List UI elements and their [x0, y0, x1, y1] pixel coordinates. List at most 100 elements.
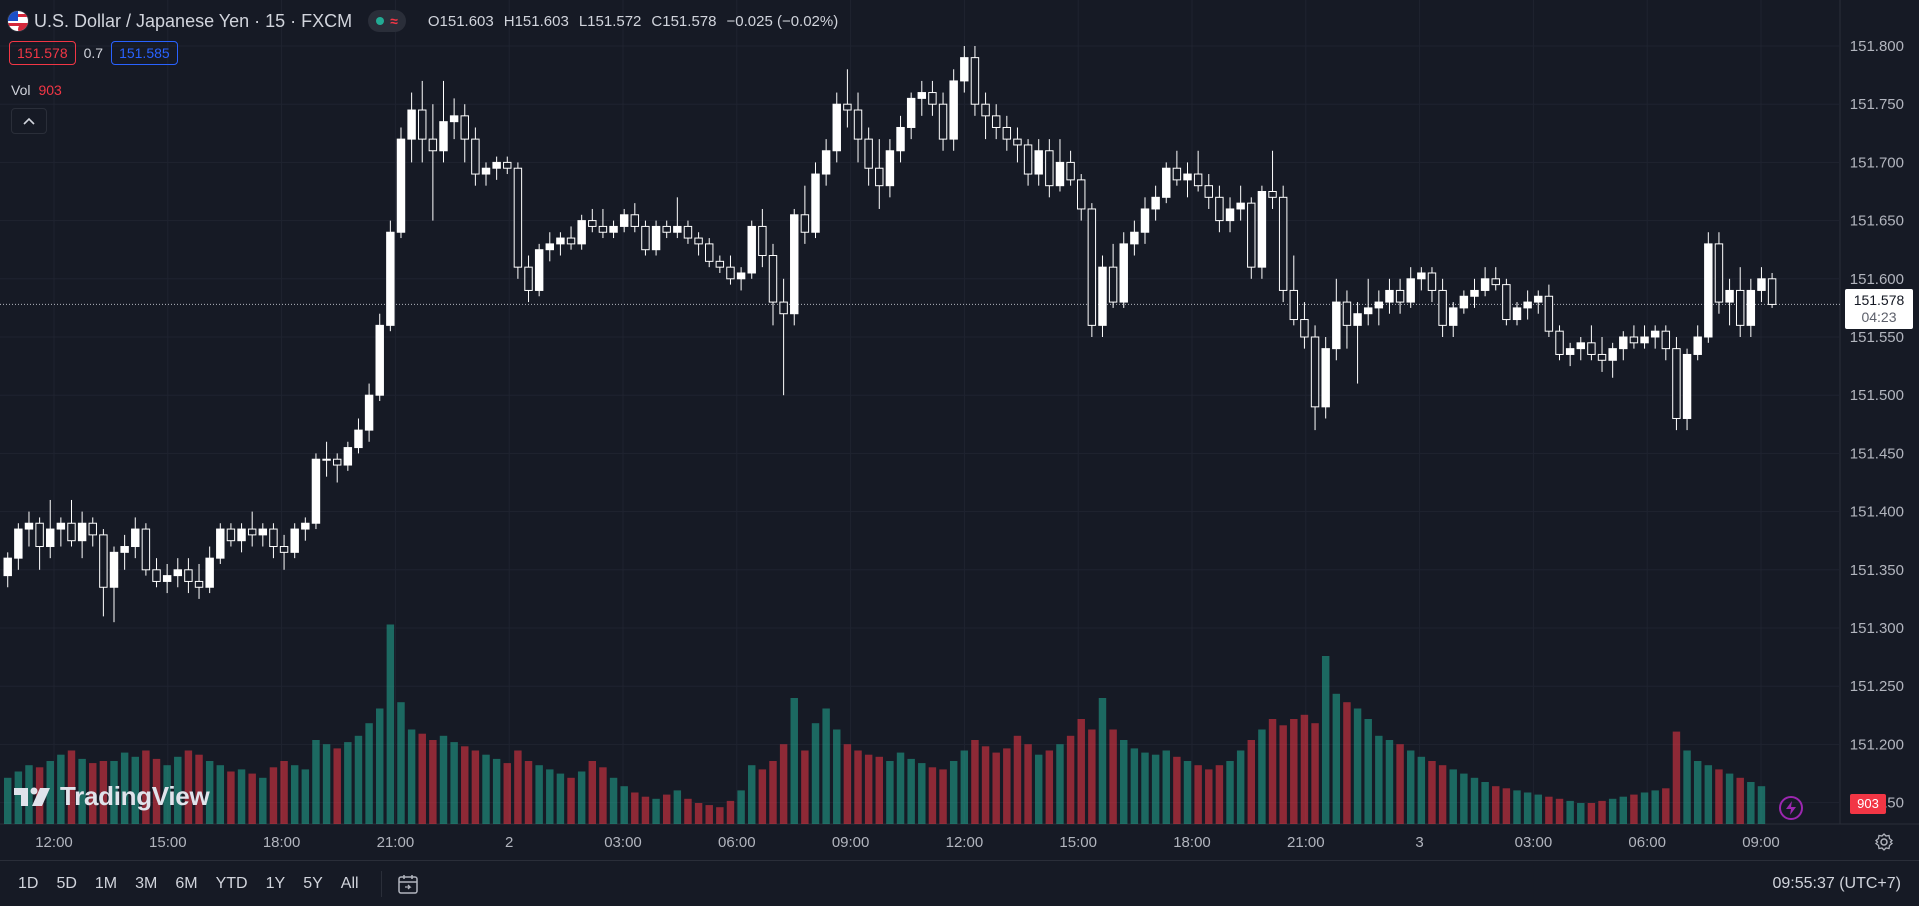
candle-body	[1672, 348, 1681, 419]
symbol-legend: U.S. Dollar / Japanese Yen · 15 · FXCM ≈…	[8, 8, 838, 34]
volume-bar	[1619, 796, 1628, 824]
volume-bar	[99, 761, 108, 824]
candle-body	[418, 109, 427, 140]
volume-bar	[1120, 740, 1128, 824]
range-ytd-button[interactable]: YTD	[215, 874, 248, 892]
y-tick-label: 151.300	[1850, 620, 1904, 637]
range-5y-button[interactable]: 5Y	[303, 874, 323, 892]
x-tick-label: 3	[1415, 834, 1423, 851]
volume-bar	[737, 790, 745, 824]
volume-bar	[354, 735, 363, 824]
range-1m-button[interactable]: 1M	[94, 874, 118, 892]
candlestick-chart[interactable]: 151.800151.750151.700151.650151.600151.5…	[0, 0, 1919, 860]
volume-bar	[1098, 698, 1107, 824]
volume-bar	[705, 805, 713, 824]
current-price-value: 151.578	[1853, 292, 1905, 308]
candle-body	[1225, 208, 1235, 222]
volume-bar	[1406, 750, 1415, 824]
trade-buttons: 151.578 0.7 151.585	[9, 41, 178, 65]
candle-body	[1289, 289, 1299, 321]
chart-settings-button[interactable]	[1873, 831, 1895, 853]
candle-body	[534, 249, 544, 291]
symbol-title[interactable]: U.S. Dollar / Japanese Yen · 15 · FXCM	[34, 10, 353, 31]
volume-bar	[1683, 750, 1691, 824]
volume-bar	[110, 761, 118, 824]
volume-bar	[184, 750, 193, 824]
candle-body	[301, 522, 310, 530]
range-5d-button[interactable]: 5D	[56, 874, 77, 892]
volume-bar	[1141, 752, 1149, 824]
range-1d-button[interactable]: 1D	[18, 874, 39, 892]
candle-body	[928, 92, 937, 105]
volume-bar	[1662, 788, 1670, 824]
y-tick-label: 151.450	[1850, 445, 1904, 462]
candle-body	[258, 528, 268, 536]
candle-body	[1268, 191, 1277, 198]
candle-body	[790, 214, 799, 315]
candle-body	[247, 528, 257, 536]
y-tick-label: 151.650	[1850, 213, 1904, 230]
go-to-date-button[interactable]	[396, 872, 420, 896]
range-all-button[interactable]: All	[340, 874, 359, 892]
volume-bar	[1502, 788, 1511, 824]
volume-bar	[822, 708, 830, 824]
candle-body	[1704, 243, 1713, 338]
volume-bar	[1630, 794, 1638, 824]
market-status[interactable]: ≈	[368, 10, 406, 32]
sell-button[interactable]: 151.578	[9, 41, 76, 65]
candle-body	[811, 173, 820, 233]
volume-bar	[1332, 693, 1341, 824]
volume-bar	[833, 729, 841, 824]
candle-body	[1459, 295, 1469, 309]
volume-bar	[1109, 729, 1117, 824]
candle-body	[938, 103, 948, 140]
volume-bar	[928, 767, 937, 824]
volume-bar	[78, 758, 86, 824]
candle-body	[14, 528, 23, 559]
volume-bar	[769, 761, 777, 824]
candle-body	[1278, 196, 1288, 291]
candle-body	[120, 546, 129, 553]
volume-legend[interactable]: Vol 903	[11, 82, 62, 98]
candle-body	[141, 528, 151, 571]
timezone-clock[interactable]: 09:55:37 (UTC+7)	[1772, 874, 1901, 892]
volume-bar	[1587, 803, 1596, 824]
collapse-legend-button[interactable]	[11, 108, 47, 134]
candle-body	[1066, 161, 1075, 181]
volume-bar	[726, 800, 735, 824]
volume-bar	[471, 750, 480, 824]
range-1y-button[interactable]: 1Y	[265, 874, 286, 892]
candle-body	[205, 557, 214, 588]
volume-bar	[567, 777, 575, 824]
candle-body	[1725, 289, 1734, 303]
volume-bar	[1693, 761, 1702, 824]
volume-bar	[248, 773, 256, 824]
volume-bar	[854, 750, 862, 824]
candle-body	[1491, 278, 1500, 286]
volume-bar	[652, 798, 660, 824]
buy-button[interactable]: 151.585	[111, 41, 178, 65]
candle-body	[832, 103, 841, 152]
gear-icon	[1875, 833, 1893, 851]
volume-bar	[662, 794, 671, 824]
volume-label: Vol	[11, 82, 31, 98]
bolt-icon[interactable]	[1779, 796, 1803, 820]
candle-body	[981, 103, 990, 117]
candle-body	[662, 225, 671, 233]
candle-body	[131, 528, 140, 548]
candle-body	[354, 429, 363, 449]
ohlc-close-value: 151.578	[662, 12, 717, 30]
candle-body	[162, 575, 172, 582]
candle-body	[1406, 278, 1415, 303]
range-6m-button[interactable]: 6M	[175, 874, 198, 892]
candle-body	[949, 80, 958, 140]
candle-body	[821, 150, 831, 175]
volume-bar	[57, 754, 65, 824]
candle-body	[694, 237, 703, 245]
x-tick-label: 15:00	[149, 834, 187, 851]
volume-bar	[641, 796, 650, 824]
range-3m-button[interactable]: 3M	[135, 874, 158, 892]
candle-body	[1162, 167, 1171, 198]
candle-body	[1523, 301, 1532, 309]
